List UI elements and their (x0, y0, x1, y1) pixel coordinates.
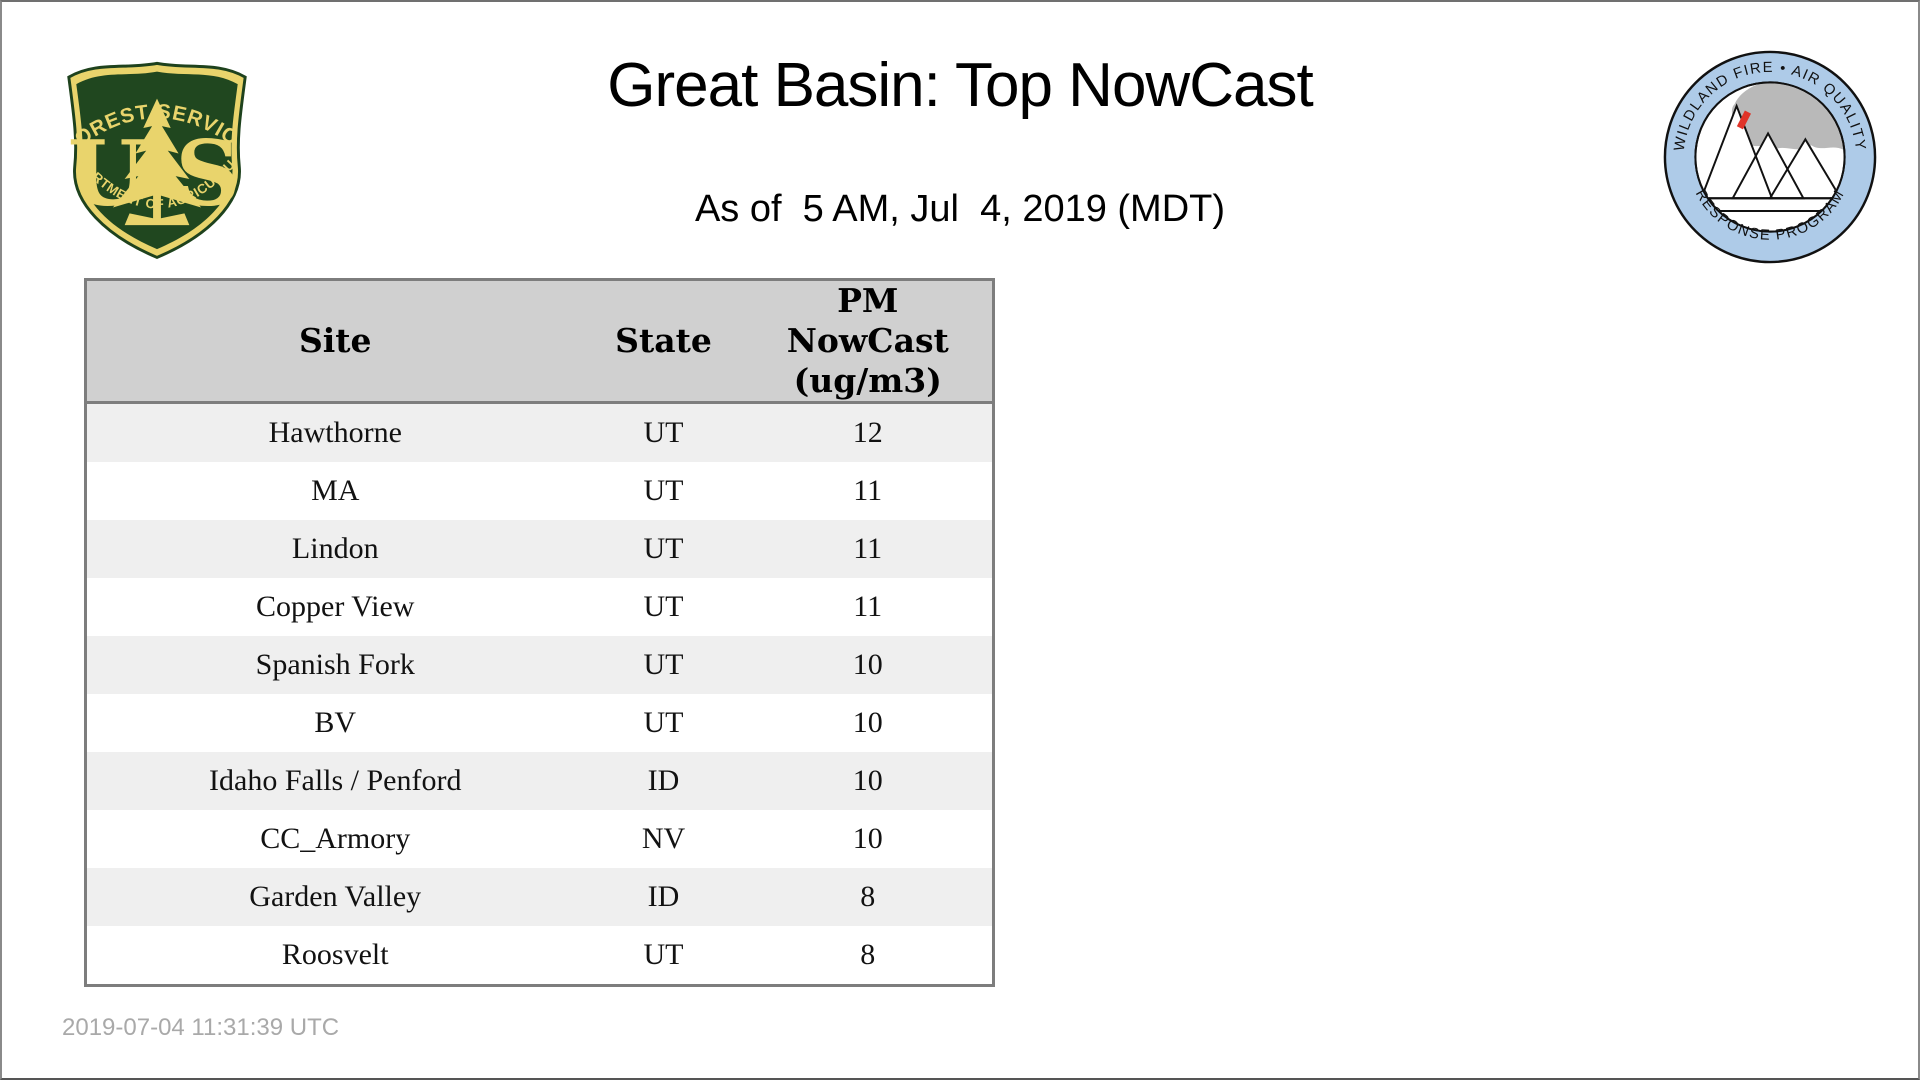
site-cell: Garden Valley (249, 880, 422, 913)
table-row: MA UT 11 (85, 462, 994, 520)
state-cell: UT (643, 706, 684, 739)
fs-logo-letter-s: S (175, 121, 240, 227)
table-row: Garden Valley ID 8 (85, 868, 994, 926)
pm-cell: 11 (853, 532, 883, 565)
pm-cell: 10 (852, 706, 883, 739)
site-cell: Copper View (256, 590, 415, 623)
state-cell: ID (647, 880, 680, 913)
site-cell: Spanish Fork (255, 648, 415, 681)
site-cell: BV (314, 706, 357, 739)
column-header-state: State (583, 279, 744, 404)
page-title: Great Basin: Top NowCast (607, 51, 1313, 120)
state-cell: UT (643, 590, 684, 623)
site-cell: CC_Armory (260, 822, 411, 855)
state-cell: UT (643, 416, 684, 449)
state-cell: NV (641, 822, 686, 855)
site-cell: MA (311, 474, 360, 507)
wf-logo-flame-icon (1736, 110, 1752, 130)
pm-cell: 12 (852, 416, 883, 449)
page-subtitle: As of 5 AM, Jul 4, 2019 (MDT) (694, 188, 1226, 230)
wf-logo-mountain-right-fill (1770, 139, 1841, 199)
column-header-site: Site (85, 279, 584, 404)
pm-cell: 11 (853, 590, 883, 623)
wf-logo-inner-rim (1694, 81, 1846, 233)
pm-cell: 10 (852, 822, 883, 855)
table-row: Spanish Fork UT 10 (85, 636, 994, 694)
forest-service-logo-icon: FOREST SERVICE U S DEPARTMENT OF AGRICUL… (59, 47, 247, 260)
nowcast-table: Site State PM NowCast (ug/m3) Hawthorne … (84, 278, 995, 987)
table-row: Lindon UT 11 (85, 520, 994, 578)
table-row: Copper View UT 11 (85, 578, 994, 636)
column-header-pm: PM NowCast (ug/m3) (743, 279, 994, 404)
site-cell: Hawthorne (268, 416, 402, 449)
site-cell: Idaho Falls / Penford (209, 764, 462, 797)
pm-cell: 11 (853, 474, 883, 507)
table-row: Idaho Falls / Penford ID 10 (85, 752, 994, 810)
pm-cell: 10 (852, 648, 883, 681)
table-row: Roosvelt UT 8 (85, 926, 994, 986)
fs-logo-tree-icon (112, 98, 202, 226)
state-cell: UT (643, 648, 684, 681)
pm-cell: 8 (860, 938, 876, 971)
state-cell: UT (643, 532, 684, 565)
state-cell: ID (647, 764, 680, 797)
pm-cell: 8 (860, 880, 876, 913)
site-cell: Roosvelt (281, 938, 389, 971)
table-row: Hawthorne UT 12 (85, 402, 994, 462)
wfaqrp-logo-icon: WILDLAND FIRE • AIR QUALITY RESPONSE PRO… (1663, 50, 1877, 264)
pm-cell: 10 (852, 764, 883, 797)
state-cell: UT (643, 474, 684, 507)
table-row: BV UT 10 (85, 694, 994, 752)
site-cell: Lindon (291, 532, 379, 565)
state-cell: UT (643, 938, 684, 971)
table-row: CC_Armory NV 10 (85, 810, 994, 868)
table-header-row: Site State PM NowCast (ug/m3) (85, 279, 994, 404)
generated-timestamp: 2019-07-04 11:31:39 UTC (62, 1014, 340, 1041)
